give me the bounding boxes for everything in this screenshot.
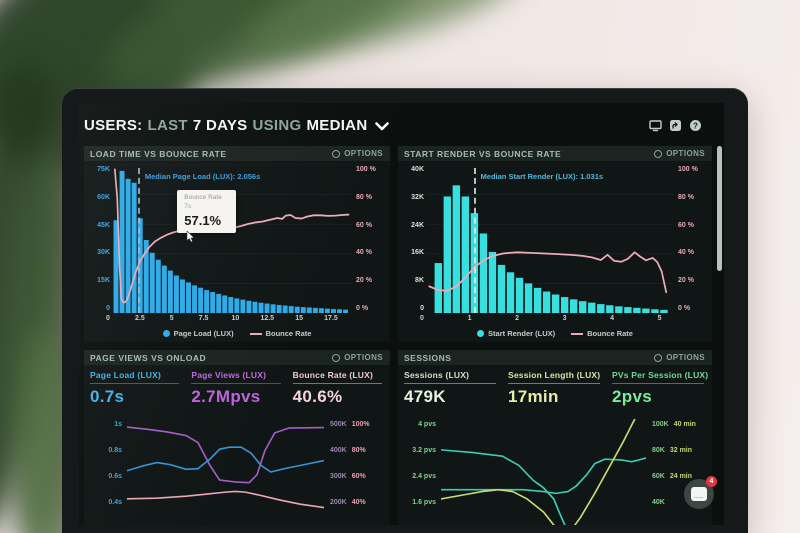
chat-bubble-icon <box>691 487 707 501</box>
median-marker-line <box>137 168 140 313</box>
panel-header: PAGE VIEWS VS ONLOAD OPTIONS <box>84 350 390 365</box>
start-render-chart[interactable]: Median Start Render (LUX): 1.031s <box>427 165 673 313</box>
gear-icon <box>654 149 663 158</box>
header-icons: ? <box>649 119 702 132</box>
mini-chart-area: 1s 0.8s 0.6s 0.4s 500K 100% 400K 80% 300K 60% 200… <box>84 416 390 525</box>
median-marker-line <box>473 168 476 313</box>
metrics-row: Sessions (LUX) 479K Session Length (LUX) 1… <box>398 365 712 416</box>
series-dot <box>162 330 170 337</box>
y-axis-left: 75K 60K 45K 30K 15K 0 <box>97 166 110 312</box>
header-part: USING <box>252 116 302 134</box>
gear-icon <box>332 353 341 362</box>
panel-grid: LOAD TIME VS BOUNCE RATE OPTIONS 75K 60K 4… <box>84 146 712 525</box>
metric-sessions: Sessions (LUX) 479K <box>404 370 496 414</box>
sessions-chart[interactable] <box>441 419 646 525</box>
mouse-cursor <box>186 230 195 243</box>
metric-pvs-per-session: PVs Per Session (LUX) 2pvs <box>612 370 709 406</box>
mini-y-axis-right: 100K 40 min 80K 32 min 60K 24 min 40K <box>652 421 696 506</box>
gear-icon <box>332 149 341 158</box>
median-annotation: Median Page Load (LUX): 2.056s <box>144 172 261 181</box>
panel-load-time-vs-bounce-rate: LOAD TIME VS BOUNCE RATE OPTIONS 75K 60K 4… <box>84 146 390 342</box>
header-part: LAST <box>147 116 188 134</box>
series-line <box>249 332 262 335</box>
tooltip-value: 57.1% <box>184 212 222 228</box>
help-icon[interactable]: ? <box>689 119 702 132</box>
metric-page-load: Page Load (LUX) 0.7s <box>90 370 180 414</box>
y-axis-left: 40K 32K 24K 16K 8K 0 <box>411 166 424 312</box>
median-annotation: Median Start Render (LUX): 1.031s <box>480 172 604 181</box>
header-part: USERS: <box>84 116 143 134</box>
x-axis: 0 2.5 5 7.5 10 12.5 15 17.5 <box>106 315 338 322</box>
mini-y-axis-right: 500K 100% 400K 80% 300K 60% 200K 40% <box>330 421 370 506</box>
y-axis-right: 100 % 80 % 60 % 40 % 20 % 0 % <box>678 166 698 312</box>
metric-session-length: Session Length (LUX) 17min <box>508 370 601 406</box>
plant-leaf <box>235 0 535 79</box>
legend-item[interactable]: Bounce Rate <box>571 329 633 338</box>
panel-page-views-vs-onload: PAGE VIEWS VS ONLOAD OPTIONS Page Load (… <box>84 350 390 525</box>
app-header: USERS: LAST 7 DAYS USING MEDIAN ? <box>79 103 724 145</box>
laptop: USERS: LAST 7 DAYS USING MEDIAN ? <box>62 88 748 533</box>
panel-start-render-vs-bounce-rate: START RENDER VS BOUNCE RATE OPTIONS 40K 3… <box>398 146 712 342</box>
page-views-onload-chart[interactable] <box>127 419 324 525</box>
bounce-rate-tooltip: Bounce Rate 7s 57.1% <box>177 190 237 243</box>
panel-title: SESSIONS <box>404 352 452 363</box>
series-dot <box>477 330 485 337</box>
panel-header: SESSIONS OPTIONS <box>398 350 712 365</box>
chat-widget-button[interactable]: 4 <box>684 476 717 509</box>
panel-title: PAGE VIEWS VS ONLOAD <box>90 352 207 363</box>
display-icon[interactable] <box>649 119 662 132</box>
svg-text:?: ? <box>693 121 698 130</box>
metrics-row: Page Load (LUX) 0.7s Page Views (LUX) 2.7M… <box>84 365 390 416</box>
dashboard-screen: USERS: LAST 7 DAYS USING MEDIAN ? <box>79 103 724 525</box>
y-axis-right: 100 % 80 % 60 % 40 % 20 % 0 % <box>356 166 376 312</box>
legend-item[interactable]: Bounce Rate <box>249 329 311 338</box>
chat-unread-badge: 4 <box>706 476 717 487</box>
legend: Page Load (LUX) Bounce Rate <box>84 325 390 342</box>
panel-title: START RENDER VS BOUNCE RATE <box>404 148 562 159</box>
legend: Start Render (LUX) Bounce Rate <box>398 325 712 342</box>
metric-page-views: Page Views (LUX) 2.7Mpvs <box>191 370 281 414</box>
panel-title: LOAD TIME VS BOUNCE RATE <box>90 148 227 159</box>
tooltip-x-value: 7s <box>184 202 192 210</box>
share-icon[interactable] <box>669 119 682 132</box>
options-button[interactable]: OPTIONS <box>654 149 705 158</box>
options-button[interactable]: OPTIONS <box>654 353 705 362</box>
options-button[interactable]: OPTIONS <box>332 353 383 362</box>
panel-sessions: SESSIONS OPTIONS Sessions (LUX) 479K Sess… <box>398 350 712 525</box>
mini-chart-area: 4 pvs 3.2 pvs 2.4 pvs 1.6 pvs 100K 40 min 80K… <box>398 416 712 525</box>
tooltip-series: Bounce Rate <box>184 194 222 202</box>
users-range-dropdown[interactable]: USERS: LAST 7 DAYS USING MEDIAN <box>84 116 390 134</box>
header-part: 7 DAYS <box>192 116 248 134</box>
legend-item[interactable]: Page Load (LUX) <box>162 329 234 338</box>
legend-item[interactable]: Start Render (LUX) <box>477 329 555 338</box>
gear-icon <box>654 353 663 362</box>
series-line <box>571 332 584 335</box>
mini-y-axis-left: 4 pvs 3.2 pvs 2.4 pvs 1.6 pvs <box>412 421 436 506</box>
mini-y-axis-left: 1s 0.8s 0.6s 0.4s <box>108 421 122 506</box>
panel-header: START RENDER VS BOUNCE RATE OPTIONS <box>398 146 712 161</box>
chevron-down-icon <box>375 121 390 130</box>
chart-area: 40K 32K 24K 16K 8K 0 Median Start Render (LUX… <box>398 161 712 313</box>
chart-area: 75K 60K 45K 30K 15K 0 Median Page Load (LUX):… <box>84 161 390 313</box>
options-button[interactable]: OPTIONS <box>332 149 383 158</box>
header-part: MEDIAN <box>306 116 368 134</box>
load-time-chart[interactable]: Median Page Load (LUX): 2.056s Bounce Ra… <box>113 165 351 313</box>
panel-header: LOAD TIME VS BOUNCE RATE OPTIONS <box>84 146 390 161</box>
metric-bounce-rate: Bounce Rate (LUX) 40.6% <box>292 370 382 414</box>
scrollbar-thumb[interactable] <box>717 146 722 271</box>
